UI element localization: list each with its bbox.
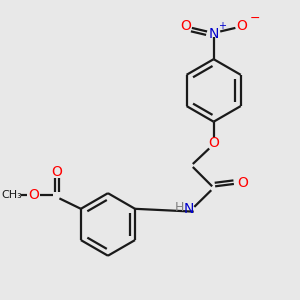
Text: O: O (236, 19, 247, 32)
Text: O: O (237, 176, 248, 190)
Text: O: O (208, 136, 219, 150)
Text: N: N (183, 202, 194, 216)
Text: +: + (218, 20, 226, 31)
Text: O: O (52, 165, 62, 178)
Text: H: H (175, 201, 184, 214)
Text: CH₃: CH₃ (2, 190, 22, 200)
Text: N: N (208, 27, 219, 41)
Text: −: − (250, 12, 261, 25)
Text: O: O (180, 19, 191, 32)
Text: O: O (28, 188, 39, 203)
